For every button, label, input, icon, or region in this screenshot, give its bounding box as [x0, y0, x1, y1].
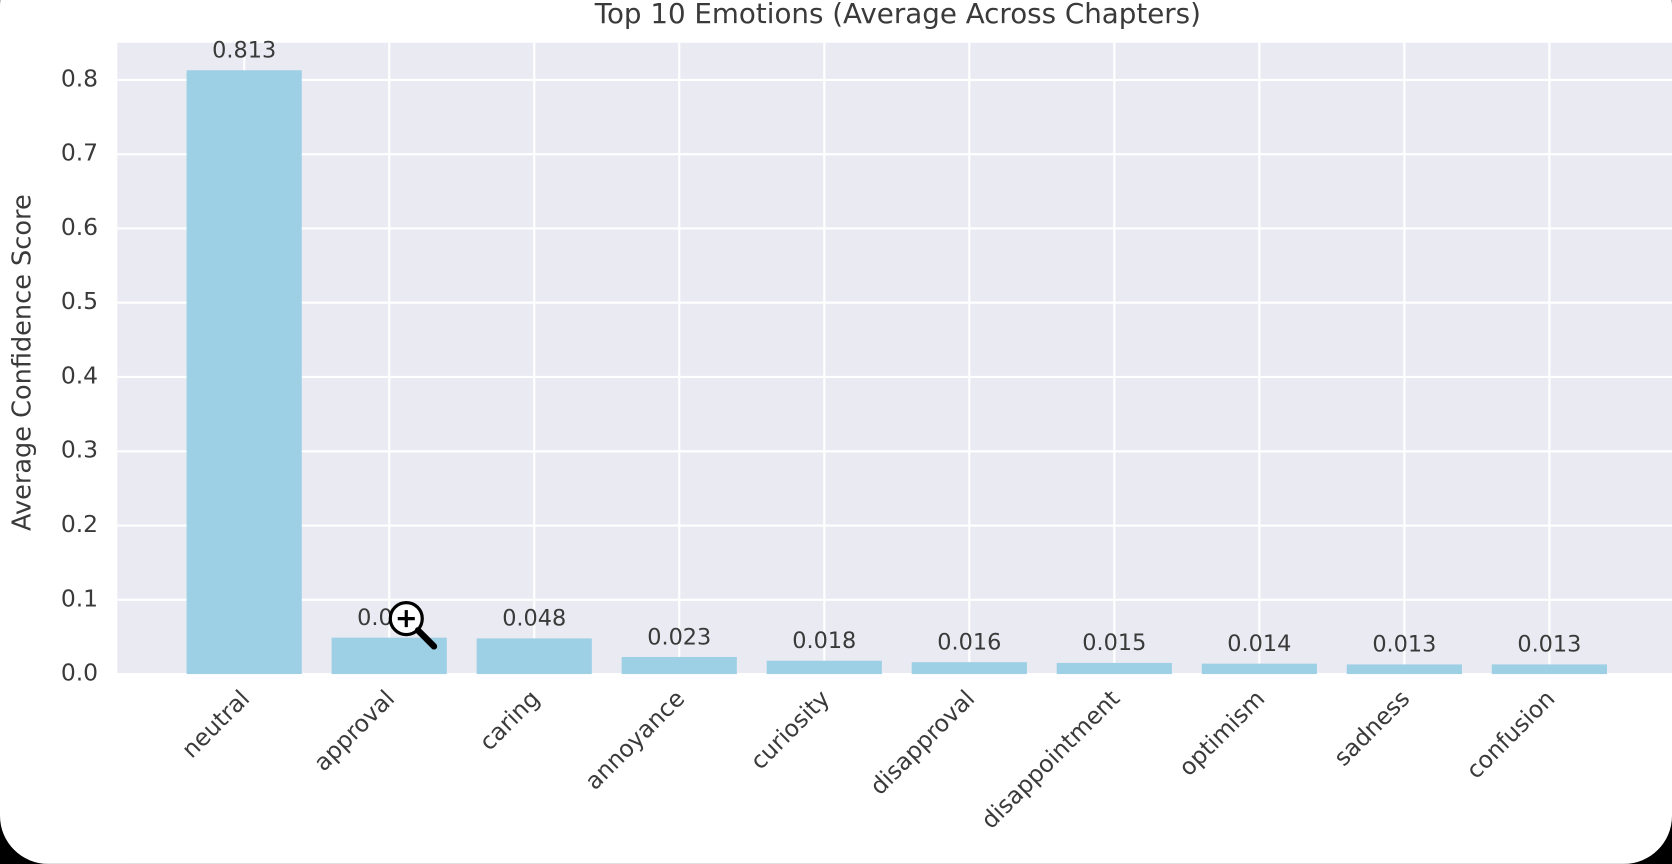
y-tick-label: 0.7 [61, 139, 98, 167]
value-label: 0.013 [1372, 632, 1436, 658]
bar [476, 638, 592, 675]
y-tick-label: 0.4 [61, 361, 98, 389]
bar [1346, 664, 1462, 675]
value-label: 0.018 [792, 628, 856, 654]
y-axis-label: Average Confidence Score [7, 194, 37, 531]
value-label: 0.014 [1227, 631, 1291, 657]
y-tick-label: 0.8 [61, 64, 98, 92]
y-tick-label: 0.2 [61, 510, 98, 538]
value-label: 0.013 [1517, 632, 1581, 658]
value-label: 0.023 [647, 624, 711, 650]
zoom-cursor [388, 601, 438, 650]
bar [186, 70, 302, 675]
value-label: 0.016 [937, 629, 1001, 655]
plot-area [117, 42, 1672, 675]
bar [1491, 664, 1607, 675]
marks: 0.8130.0490.0480.0230.0180.0160.0150.014… [186, 38, 1607, 675]
bar [1056, 662, 1172, 675]
y-tick-label: 0.3 [61, 436, 98, 464]
bar [621, 656, 737, 675]
y-tick-label: 0.6 [61, 213, 98, 241]
bar [911, 662, 1027, 675]
chart-title: Top 10 Emotions (Average Across Chapters… [594, 0, 1201, 30]
value-label: 0.813 [212, 38, 276, 64]
bar [1201, 663, 1317, 675]
y-tick-label: 0.0 [61, 659, 98, 687]
value-label: 0.048 [502, 606, 566, 632]
y-tick-label: 0.1 [61, 584, 98, 612]
bar [766, 660, 882, 675]
value-label: 0.015 [1082, 630, 1146, 656]
y-tick-label: 0.5 [61, 287, 98, 315]
